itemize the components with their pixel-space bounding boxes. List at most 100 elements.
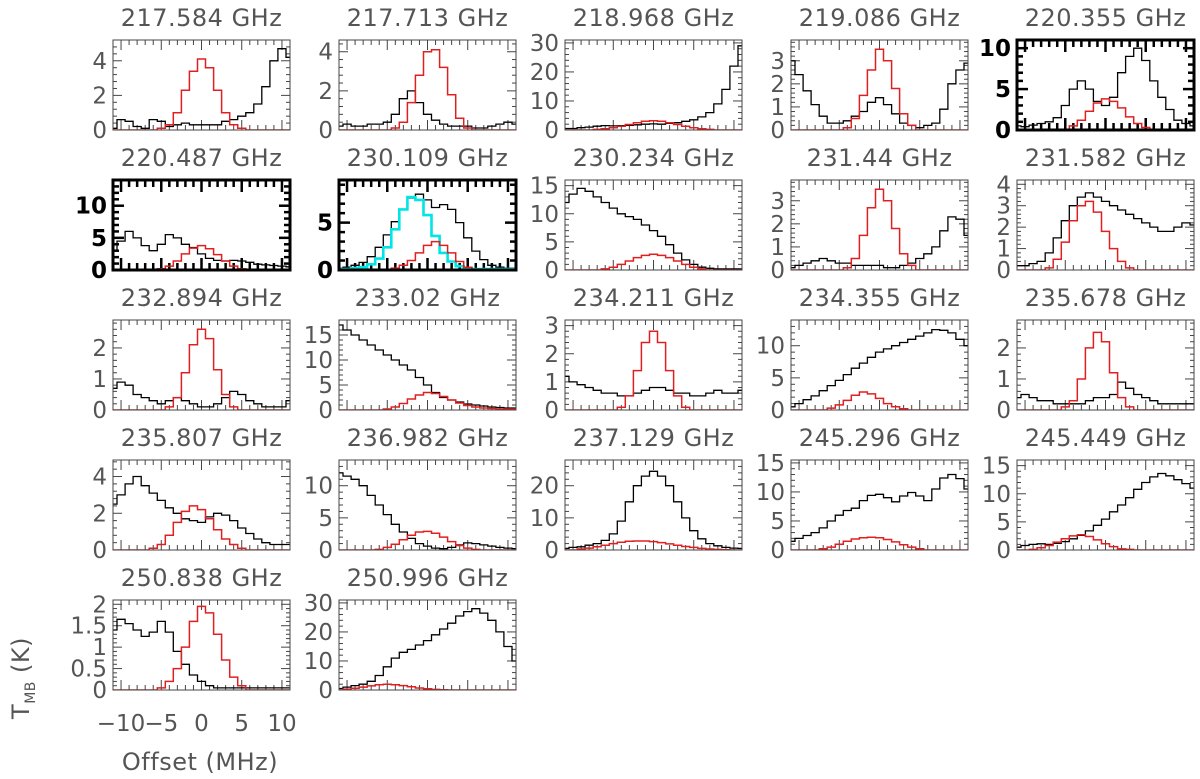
observed-spectrum-line: [113, 475, 290, 546]
y-tick-label: 1: [770, 95, 785, 121]
y-tick-label: 2: [770, 212, 785, 238]
panel-title: 234.211 GHz: [573, 284, 735, 312]
panel-frame: [564, 39, 743, 131]
observed-spectrum-line: [339, 324, 516, 409]
panel-frame: [112, 319, 291, 411]
panel-series: [113, 48, 290, 130]
model-spectrum-line: [113, 328, 290, 410]
model-spectrum-line: [113, 58, 290, 130]
y-tick-label: 5: [996, 510, 1011, 536]
y-tick-label: 0: [544, 538, 559, 564]
panel-series: [1017, 47, 1194, 130]
panel-series: [113, 605, 290, 690]
y-tick-label: 3: [544, 314, 559, 340]
panel-title: 231.44 GHz: [807, 144, 953, 172]
panel-title: 230.234 GHz: [573, 144, 735, 172]
panel-3: 218.968 GHz 0 10 20 30: [530, 4, 743, 144]
y-tick-label: 2: [770, 72, 785, 98]
observed-spectrum-line: [791, 328, 968, 408]
y-tick-label: 10: [756, 480, 785, 506]
panel-title: 234.355 GHz: [799, 284, 961, 312]
model-spectrum-line: [1017, 534, 1194, 550]
observed-spectrum-line: [1017, 381, 1194, 405]
panel-title: 237.129 GHz: [573, 424, 735, 452]
panel-1: 217.584 GHz 0 2 4: [92, 4, 291, 144]
panel-series: [113, 230, 290, 270]
panel-series: [791, 473, 968, 550]
y-tick-label: 3: [770, 49, 785, 75]
observed-spectrum-line: [791, 473, 968, 542]
y-tick-label: 5: [544, 230, 559, 256]
panel-ticks: [564, 40, 743, 131]
panel-ticks: [338, 459, 517, 551]
y-tick-label: 0: [544, 398, 559, 424]
panel-series: [791, 188, 968, 270]
observed-spectrum-line: [113, 48, 290, 129]
panel-series: [339, 608, 516, 690]
panel-frame: [338, 319, 517, 411]
panel-title: 231.582 GHz: [1025, 144, 1187, 172]
y-tick-label: 5: [317, 211, 333, 237]
y-tick-label: 0: [770, 538, 785, 564]
panel-ticks: [790, 180, 969, 271]
panel-title: 230.109 GHz: [347, 144, 509, 172]
panel-frame: [790, 319, 969, 411]
y-tick-label: 1: [92, 635, 107, 661]
model-spectrum-line: [791, 48, 968, 130]
y-tick-label: 5: [995, 77, 1011, 103]
observed-spectrum-line: [113, 230, 290, 268]
y-tick-label: 15: [530, 174, 559, 200]
panel-5: 220.355 GHz 0 5 10: [979, 4, 1196, 144]
panel-title: 232.894 GHz: [121, 284, 283, 312]
panel-grid: 217.584 GHz 0 2 4 217.713 GHz 0 2 4 218.968 GHz 0…: [70, 4, 1196, 704]
panel-ticks: [790, 40, 969, 131]
panel-title: 236.982 GHz: [347, 424, 509, 452]
observed-spectrum-line: [339, 608, 516, 690]
y-tick-label: 20: [530, 60, 559, 86]
y-tick-label: 20: [304, 620, 333, 646]
y-tick-label: 1: [770, 235, 785, 261]
y-tick-label: 10: [530, 89, 559, 115]
model-spectrum-line: [791, 188, 968, 270]
panel-ticks: [1015, 38, 1196, 132]
model-spectrum-line: [1017, 331, 1194, 410]
model-spectrum-line: [1017, 200, 1194, 270]
panel-14: 234.355 GHz 0 5 10: [756, 284, 969, 424]
y-tick-label: 1: [996, 237, 1011, 263]
panel-series: [1017, 472, 1194, 550]
model-spectrum-line: [565, 330, 742, 410]
panel-6: 220.487 GHz 0 5 10: [75, 144, 292, 284]
panel-series: [565, 330, 742, 410]
y-tick-label: 0: [544, 118, 559, 144]
panel-title: 250.996 GHz: [347, 564, 509, 592]
panel-title: 219.086 GHz: [799, 4, 961, 32]
y-tick-label: 5: [91, 226, 107, 252]
panel-22: 250.996 GHz 0 10 20 30: [304, 564, 517, 704]
panel-7: 230.109 GHz 0 5: [317, 144, 518, 284]
y-tick-label: 5: [770, 366, 785, 392]
y-tick-label: 10: [530, 506, 559, 532]
y-tick-label: 10: [979, 36, 1011, 62]
y-tick-label: 10: [304, 474, 333, 500]
observed-spectrum-line: [565, 187, 742, 270]
y-axis-label-unit: (K): [7, 637, 35, 681]
x-tick-label: 5: [234, 711, 249, 737]
panel-series: [339, 324, 516, 410]
panel-ticks: [1016, 320, 1195, 411]
y-tick-label: 5: [770, 509, 785, 535]
y-tick-label: 0: [996, 538, 1011, 564]
y-axis-label-main: T: [7, 704, 35, 720]
panel-ticks: [337, 180, 518, 272]
panel-ticks: [790, 460, 969, 551]
panel-title: 245.449 GHz: [1025, 424, 1187, 452]
y-tick-label: 10: [530, 202, 559, 228]
model-spectrum-line: [113, 505, 290, 550]
x-tick-label: −5: [144, 711, 178, 737]
y-tick-label: 0: [92, 678, 107, 704]
y-tick-label: 0: [996, 258, 1011, 284]
panel-series: [113, 475, 290, 550]
